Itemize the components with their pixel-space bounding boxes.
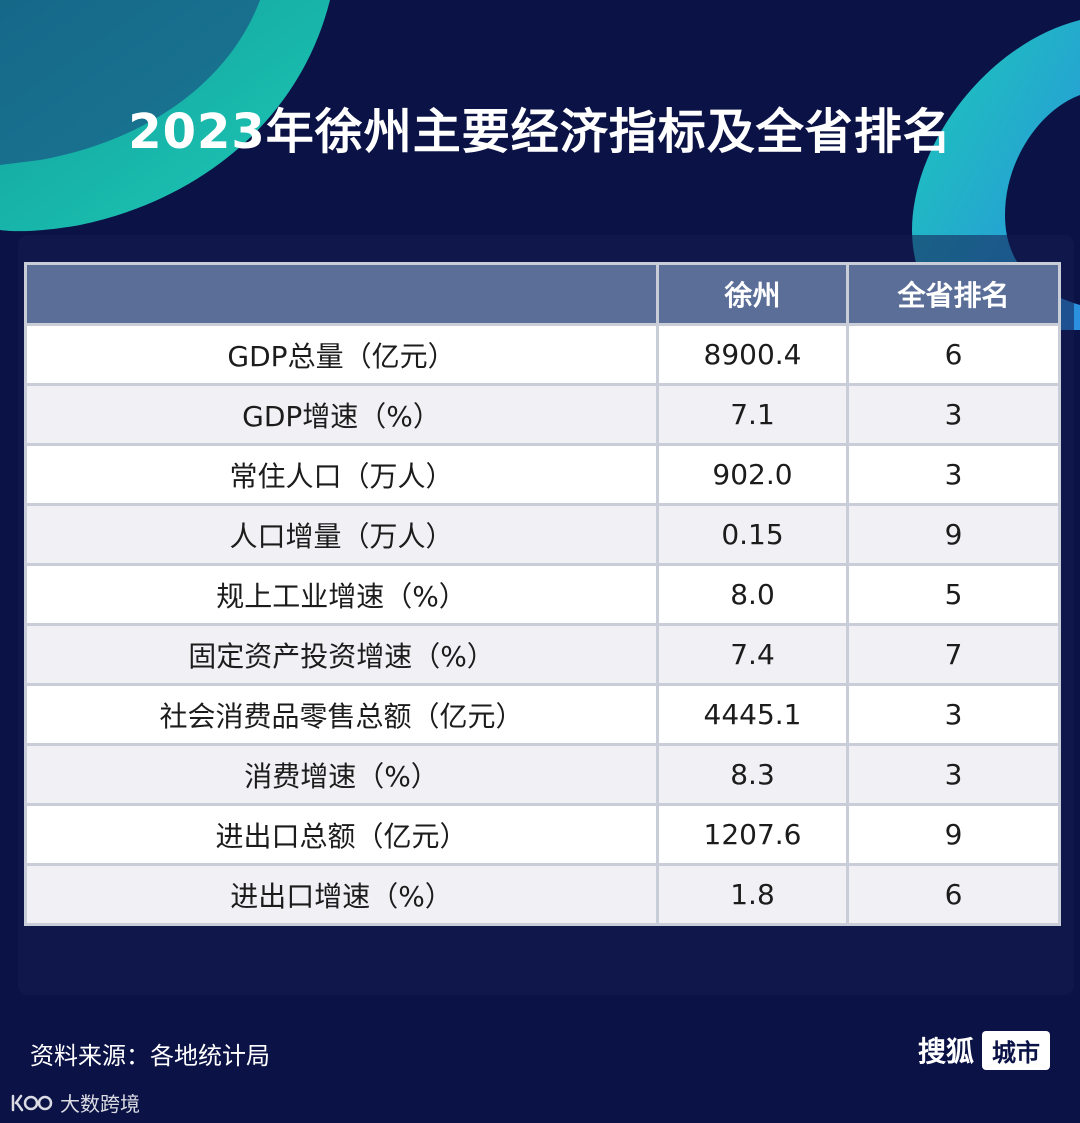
- indicator-value: 1207.6: [656, 803, 849, 866]
- province-rank: 3: [846, 743, 1061, 806]
- indicator-name: 人口增量（万人）: [24, 503, 659, 566]
- province-rank: 6: [846, 863, 1061, 926]
- indicator-value: 7.1: [656, 383, 849, 446]
- indicator-value: 4445.1: [656, 683, 849, 746]
- indicator-value: 1.8: [656, 863, 849, 926]
- table-row: 进出口增速（%） 1.8 6: [24, 863, 1061, 926]
- indicator-name: 规上工业增速（%）: [24, 563, 659, 626]
- indicator-value: 8.3: [656, 743, 849, 806]
- province-rank: 9: [846, 803, 1061, 866]
- indicator-name: GDP增速（%）: [24, 383, 659, 446]
- province-rank: 3: [846, 683, 1061, 746]
- province-rank: 7: [846, 623, 1061, 686]
- indicator-name: 进出口增速（%）: [24, 863, 659, 926]
- province-rank: 5: [846, 563, 1061, 626]
- indicator-value: 8900.4: [656, 323, 849, 386]
- header-rank: 全省排名: [846, 262, 1061, 326]
- data-source-note: 资料来源：各地统计局: [30, 1042, 270, 1070]
- brand-tag: 城市: [982, 1030, 1050, 1070]
- indicator-name: GDP总量（亿元）: [24, 323, 659, 386]
- indicator-name: 常住人口（万人）: [24, 443, 659, 506]
- brand-logo: 搜狐 城市: [918, 1030, 1050, 1070]
- table-row: 社会消费品零售总额（亿元） 4445.1 3: [24, 683, 1061, 746]
- header-indicator: [24, 262, 659, 326]
- watermark-logo-icon: [11, 1094, 53, 1111]
- table-header-row: 徐州 全省排名: [24, 262, 1061, 326]
- indicator-value: 8.0: [656, 563, 849, 626]
- indicator-value: 0.15: [656, 503, 849, 566]
- table-row: 消费增速（%） 8.3 3: [24, 743, 1061, 806]
- indicator-value: 7.4: [656, 623, 849, 686]
- indicator-name: 消费增速（%）: [24, 743, 659, 806]
- watermark: 大数跨境: [10, 1088, 140, 1117]
- indicator-name: 社会消费品零售总额（亿元）: [24, 683, 659, 746]
- page-title: 2023年徐州主要经济指标及全省排名: [128, 104, 952, 160]
- watermark-text: 大数跨境: [60, 1092, 140, 1116]
- table-row: GDP增速（%） 7.1 3: [24, 383, 1061, 446]
- province-rank: 9: [846, 503, 1061, 566]
- province-rank: 3: [846, 443, 1061, 506]
- province-rank: 6: [846, 323, 1061, 386]
- indicator-name: 固定资产投资增速（%）: [24, 623, 659, 686]
- table-row: 进出口总额（亿元） 1207.6 9: [24, 803, 1061, 866]
- indicator-value: 902.0: [656, 443, 849, 506]
- header-city: 徐州: [656, 262, 849, 326]
- table-row: 规上工业增速（%） 8.0 5: [24, 563, 1061, 626]
- table-row: 人口增量（万人） 0.15 9: [24, 503, 1061, 566]
- table-row: GDP总量（亿元） 8900.4 6: [24, 323, 1061, 386]
- table-row: 常住人口（万人） 902.0 3: [24, 443, 1061, 506]
- table-row: 固定资产投资增速（%） 7.4 7: [24, 623, 1061, 686]
- brand-name: 搜狐: [917, 1035, 974, 1068]
- indicator-name: 进出口总额（亿元）: [24, 803, 659, 866]
- indicator-table: 徐州 全省排名 GDP总量（亿元） 8900.4 6 GDP增速（%） 7.1 …: [24, 262, 1061, 926]
- province-rank: 3: [846, 383, 1061, 446]
